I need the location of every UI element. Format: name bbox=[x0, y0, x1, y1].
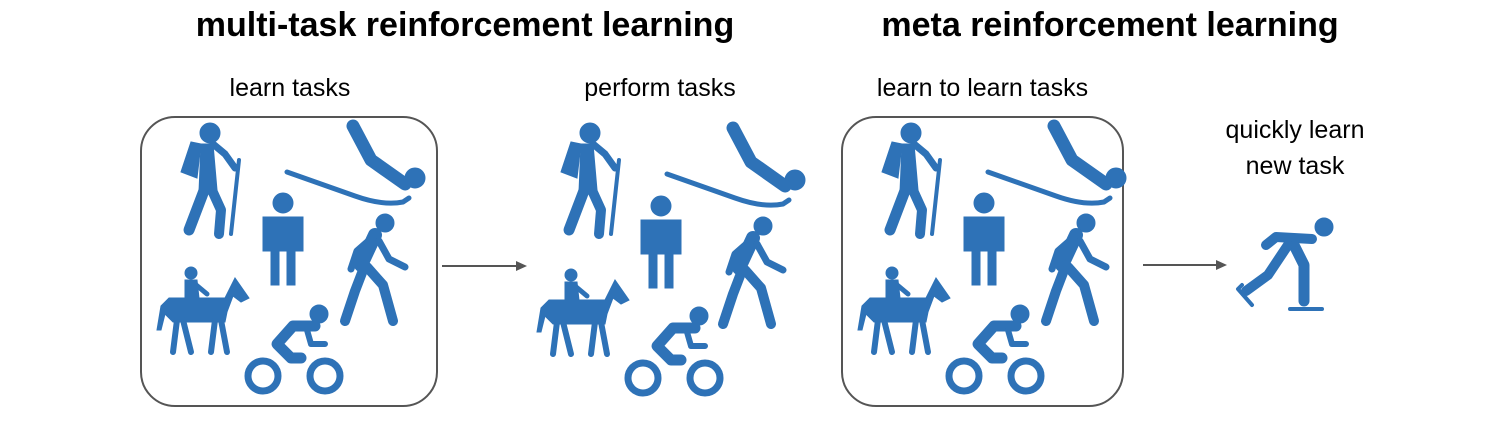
ice-skating-icon bbox=[1238, 218, 1333, 309]
meta-training-task-group bbox=[858, 123, 1126, 391]
standing-person-icon bbox=[262, 192, 304, 286]
cycling-icon bbox=[628, 307, 720, 393]
hiking-icon bbox=[561, 123, 619, 234]
sledding-icon bbox=[287, 126, 425, 203]
performed-task-group bbox=[537, 123, 805, 393]
meta-training-task-box bbox=[841, 116, 1124, 407]
new-task-caption: new task bbox=[1245, 152, 1345, 180]
walking-person-icon bbox=[723, 217, 783, 324]
training-task-group bbox=[157, 123, 425, 391]
perform-tasks-caption: perform tasks bbox=[584, 74, 736, 102]
arrow-icon bbox=[442, 261, 527, 271]
horse-riding-icon bbox=[537, 269, 629, 354]
learn-to-learn-caption: learn to learn tasks bbox=[876, 74, 1089, 102]
new-task-group bbox=[1238, 218, 1333, 309]
walking-person-icon bbox=[345, 214, 405, 321]
sledding-icon bbox=[988, 126, 1126, 203]
standing-person-icon bbox=[640, 195, 682, 289]
training-task-box bbox=[140, 116, 438, 407]
walking-person-icon bbox=[1046, 214, 1106, 321]
meta-rl-title: meta reinforcement learning bbox=[881, 6, 1339, 44]
horse-riding-icon bbox=[858, 267, 950, 352]
horse-riding-icon bbox=[157, 267, 249, 352]
multi-task-rl-title: multi-task reinforcement learning bbox=[195, 6, 735, 44]
arrow-icon bbox=[1143, 260, 1227, 270]
hiking-icon bbox=[181, 123, 239, 234]
standing-person-icon bbox=[963, 192, 1005, 286]
cycling-icon bbox=[949, 305, 1041, 391]
cycling-icon bbox=[248, 305, 340, 391]
hiking-icon bbox=[882, 123, 940, 234]
sledding-icon bbox=[667, 128, 805, 205]
learn-tasks-caption: learn tasks bbox=[229, 74, 351, 102]
quickly-learn-caption: quickly learn bbox=[1225, 116, 1365, 144]
